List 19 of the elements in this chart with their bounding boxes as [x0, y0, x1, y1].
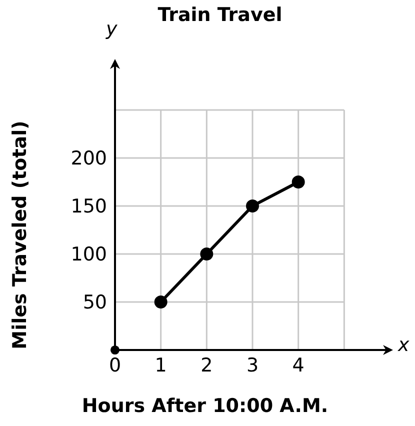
point: [292, 176, 305, 188]
chart-title: Train Travel: [158, 4, 282, 26]
y-tick-label: 50: [82, 292, 107, 314]
y-tick-label: 200: [70, 148, 107, 170]
y-tick-label: 100: [70, 244, 107, 266]
x-axis-title: Hours After 10:00 A.M.: [80, 395, 330, 417]
x-tick-label: 3: [246, 354, 259, 376]
point: [110, 345, 120, 355]
point: [246, 200, 259, 212]
point: [200, 248, 214, 260]
x-tick-label: 1: [154, 354, 167, 376]
x-tick-label: 4: [292, 354, 304, 376]
x-tick-label: 0: [108, 354, 122, 376]
y-tick-label: 150: [70, 196, 107, 218]
text: y: [106, 18, 118, 40]
y-axis-title: Miles Traveled (total): [9, 120, 31, 350]
point: [154, 296, 168, 308]
text: x: [398, 334, 410, 356]
x-tick-label: 2: [200, 354, 213, 376]
